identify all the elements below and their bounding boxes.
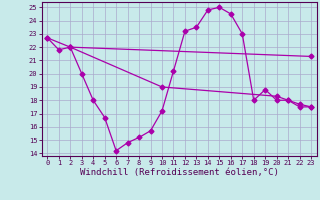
X-axis label: Windchill (Refroidissement éolien,°C): Windchill (Refroidissement éolien,°C) (80, 168, 279, 177)
